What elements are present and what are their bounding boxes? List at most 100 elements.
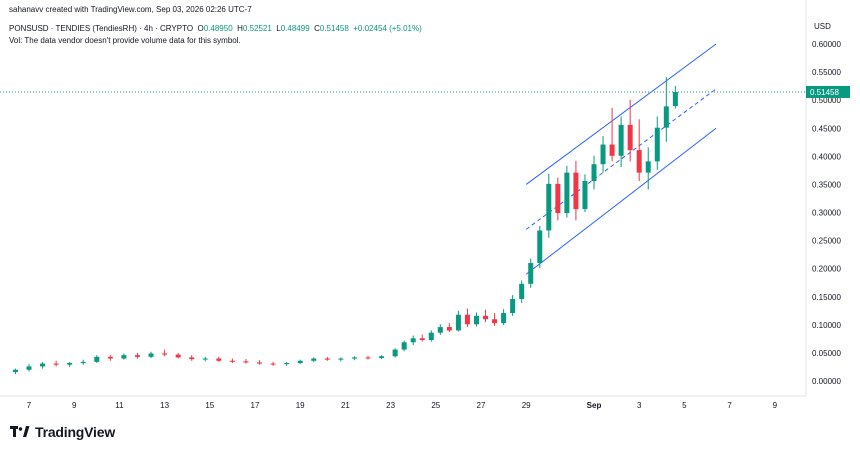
candle [121,353,127,360]
open-value: 0.48950 [203,24,233,33]
change-value: +0.02454 (+5.01%) [353,24,422,33]
open-label: O [197,24,204,33]
candle [636,119,642,182]
price-axis[interactable]: 0.60000 0.55000 0.50000 0.45000 0.40000 0.350… [812,40,841,386]
candle [437,324,443,335]
time-tick-label: 13 [160,401,169,410]
candle-body [419,338,425,340]
time-tick-label: 19 [296,401,305,410]
tradingview-brand[interactable]: TradingView [10,424,115,440]
time-tick-label: 15 [205,401,214,410]
candle-body [654,127,660,162]
close-value: 0.51458 [319,24,349,33]
candle [654,116,660,170]
candle-body [492,319,498,324]
candle-body [202,358,208,360]
last-price-tag-text: 0.51458 [810,88,839,97]
candle [175,352,181,359]
price-tick-label: 0.55000 [812,68,841,77]
candle-body [636,150,642,173]
candle-body [437,327,443,333]
brand-name: TradingView [35,424,116,440]
price-tick-label: 0.45000 [812,124,841,133]
candle-body [311,358,317,361]
tradingview-logo-icon [10,426,30,437]
candle-body [582,181,588,210]
candle [53,360,59,367]
symbol-label: PONSUSD · TENDIES (TendiesRH) · 4h · CRY… [9,24,194,33]
candle [483,309,489,323]
candle [573,160,579,221]
time-tick-label: Sep [587,401,602,410]
candle-body [107,356,113,359]
candle [338,357,344,362]
candle-body [473,315,479,325]
candle [401,340,407,352]
candle [324,356,330,361]
candle-body [510,298,516,314]
candle [94,355,100,364]
parallel-channel[interactable] [525,43,717,275]
high-value: 0.52521 [242,24,272,33]
candle-body [53,363,59,365]
candle [257,360,263,365]
candle-body [26,366,32,370]
time-tick-label: 29 [522,401,531,410]
time-tick-label: 11 [115,401,124,410]
candle-body [324,358,330,360]
candle [564,165,570,218]
candle [492,313,498,326]
time-axis[interactable]: 7 9 11 13 15 17 19 21 23 25 27 29 Sep 3 5 7 9 [27,401,778,410]
channel-lower-line[interactable] [525,127,717,275]
channel-upper-line[interactable] [525,43,717,185]
time-tick-label: 3 [637,401,642,410]
candle-body [410,338,416,343]
candle-body [148,353,154,357]
candle [663,77,669,142]
candle-body [257,362,263,364]
candle [464,308,470,328]
candle-body [189,357,195,360]
candle-body [338,358,344,360]
candle-body [609,144,615,156]
time-tick-label: 17 [251,401,260,410]
candle-body [379,356,385,358]
creator-line: sahanavv created with TradingView.com, S… [9,5,252,14]
candle [528,258,534,288]
candle-body [270,363,276,365]
time-tick-label: 5 [682,401,687,410]
low-value: 0.48499 [280,24,310,33]
candle-body [134,355,140,357]
price-tick-label: 0.05000 [812,349,841,358]
candle [473,312,479,327]
channel-middle-line[interactable] [525,88,717,230]
candle-body [94,356,100,362]
candle [351,356,357,361]
candle-body [555,183,561,214]
candle [270,361,276,366]
price-tick-label: 0.25000 [812,237,841,246]
time-tick-label: 25 [431,401,440,410]
candle-body [284,363,290,365]
candle-body [351,357,357,359]
candle [537,225,543,269]
candle [202,356,208,362]
candle-body [600,144,606,165]
candle [12,368,18,375]
time-tick-label: 7 [727,401,732,410]
candle [26,364,32,372]
candle-body [519,283,525,299]
candle [672,86,678,109]
candle [410,335,416,346]
candle [392,348,398,358]
candle [284,361,290,366]
candle [107,355,113,361]
price-tick-label: 0.40000 [812,152,841,161]
candle-body [537,230,543,264]
low-label: L [276,24,281,33]
time-tick-label: 9 [773,401,778,410]
candle [600,136,606,173]
candle-body [365,357,371,359]
